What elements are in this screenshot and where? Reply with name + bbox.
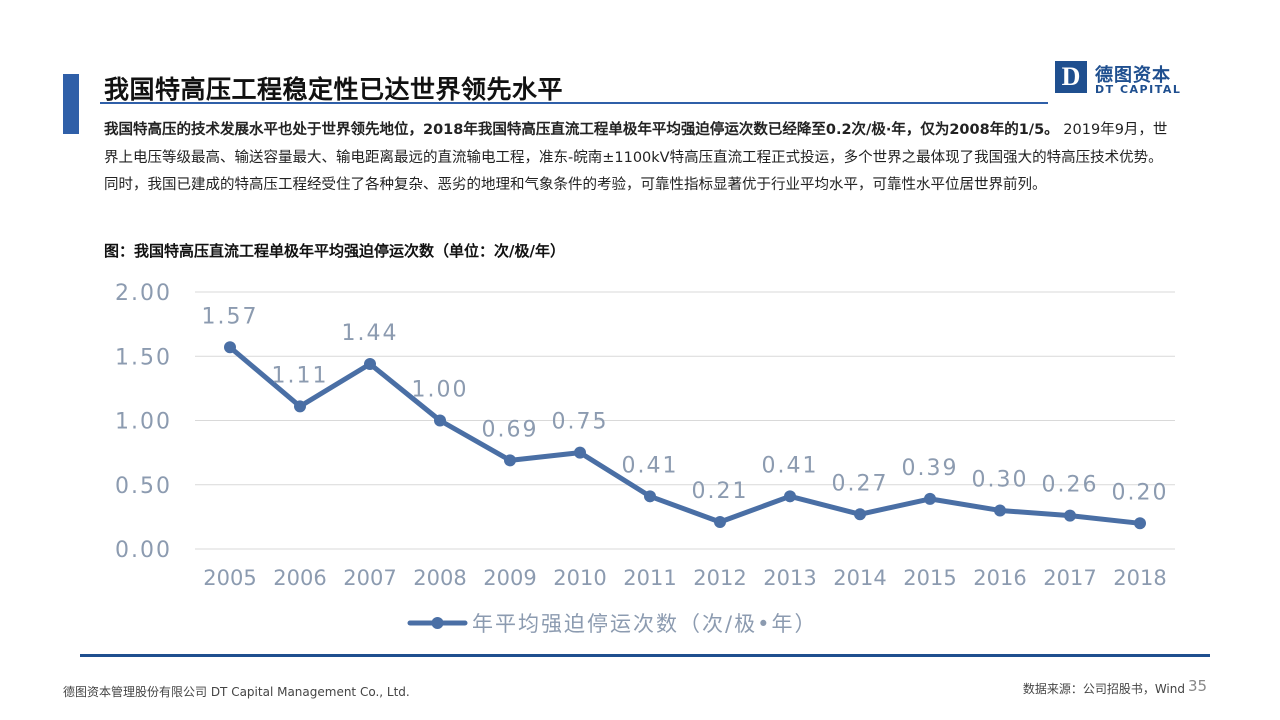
page-number: 35	[1188, 677, 1208, 695]
data-point	[504, 454, 516, 467]
page-title: 我国特高压工程稳定性已达世界领先水平	[104, 75, 564, 104]
logo-chinese-name: 德图资本	[1095, 65, 1171, 86]
title-accent-bar	[63, 74, 79, 134]
data-point	[224, 341, 236, 354]
x-tick-label: 2011	[623, 566, 676, 590]
x-tick-label: 2012	[693, 566, 746, 590]
legend-label: 年平均强迫停运次数（次/极•年）	[472, 612, 817, 636]
summary-paragraph: 我国特高压的技术发展水平也处于世界领先地位，2018年我国特高压直流工程单极年平…	[104, 117, 1174, 200]
y-tick-label: 0.50	[115, 474, 172, 499]
series-line	[227, 344, 1143, 526]
x-tick-label: 2007	[343, 566, 396, 590]
x-tick-label: 2006	[273, 566, 326, 590]
y-tick-label: 2.00	[115, 281, 172, 306]
data-label: 0.21	[692, 479, 749, 504]
data-point	[574, 446, 586, 459]
data-point	[294, 400, 306, 413]
x-tick-label: 2005	[203, 566, 256, 590]
y-tick-label: 1.50	[115, 345, 172, 370]
company-footer: 德图资本管理股份有限公司 DT Capital Management Co., …	[63, 685, 410, 699]
data-point	[784, 490, 796, 503]
y-tick-label: 1.00	[115, 410, 172, 435]
data-label: 0.41	[762, 453, 819, 478]
company-logo: D 德图资本 DT CAPITAL	[1055, 61, 1185, 99]
data-label: 0.41	[622, 453, 679, 478]
footer-divider	[80, 654, 1210, 657]
logo-english-name: DT CAPITAL	[1095, 83, 1182, 96]
data-label: 0.26	[1042, 473, 1099, 498]
x-tick-label: 2013	[763, 566, 816, 590]
chart-caption: 图：我国特高压直流工程单极年平均强迫停运次数（单位：次/极/年）	[104, 242, 565, 260]
data-label: 1.44	[342, 321, 399, 346]
data-point	[644, 490, 656, 503]
data-point	[1134, 517, 1146, 530]
x-tick-label: 2014	[833, 566, 886, 590]
x-tick-label: 2008	[413, 566, 466, 590]
title-divider	[100, 102, 1048, 104]
data-point	[714, 516, 726, 529]
data-point	[434, 414, 446, 427]
data-point	[994, 504, 1006, 517]
x-tick-label: 2010	[553, 566, 606, 590]
data-label: 0.69	[482, 417, 539, 442]
x-tick-label: 2015	[903, 566, 956, 590]
x-tick-label: 2009	[483, 566, 536, 590]
data-label: 0.30	[972, 467, 1029, 492]
x-tick-label: 2016	[973, 566, 1026, 590]
data-label: 0.20	[1112, 480, 1169, 505]
data-point	[854, 508, 866, 521]
data-point	[1064, 509, 1076, 522]
data-label: 1.00	[412, 378, 469, 403]
data-label: 0.75	[552, 410, 609, 435]
data-source: 数据来源：公司招股书，Wind	[1022, 682, 1185, 696]
y-tick-label: 0.00	[115, 538, 172, 563]
legend-marker	[431, 617, 444, 629]
data-point	[924, 492, 936, 505]
data-label: 0.27	[832, 471, 889, 496]
logo-mark: D	[1055, 61, 1087, 93]
summary-lead: 我国特高压的技术发展水平也处于世界领先地位，2018年我国特高压直流工程单极年平…	[104, 122, 1059, 138]
data-label: 0.39	[902, 456, 959, 481]
data-label: 1.57	[202, 304, 259, 329]
data-point	[364, 357, 376, 370]
summary-body: 2019年9月，世界上电压等级最高、输送容量最大、输电距离最远的直流输电工程，准…	[104, 122, 1168, 193]
x-tick-label: 2017	[1043, 566, 1096, 590]
x-tick-label: 2018	[1113, 566, 1166, 590]
data-label: 1.11	[272, 363, 329, 388]
